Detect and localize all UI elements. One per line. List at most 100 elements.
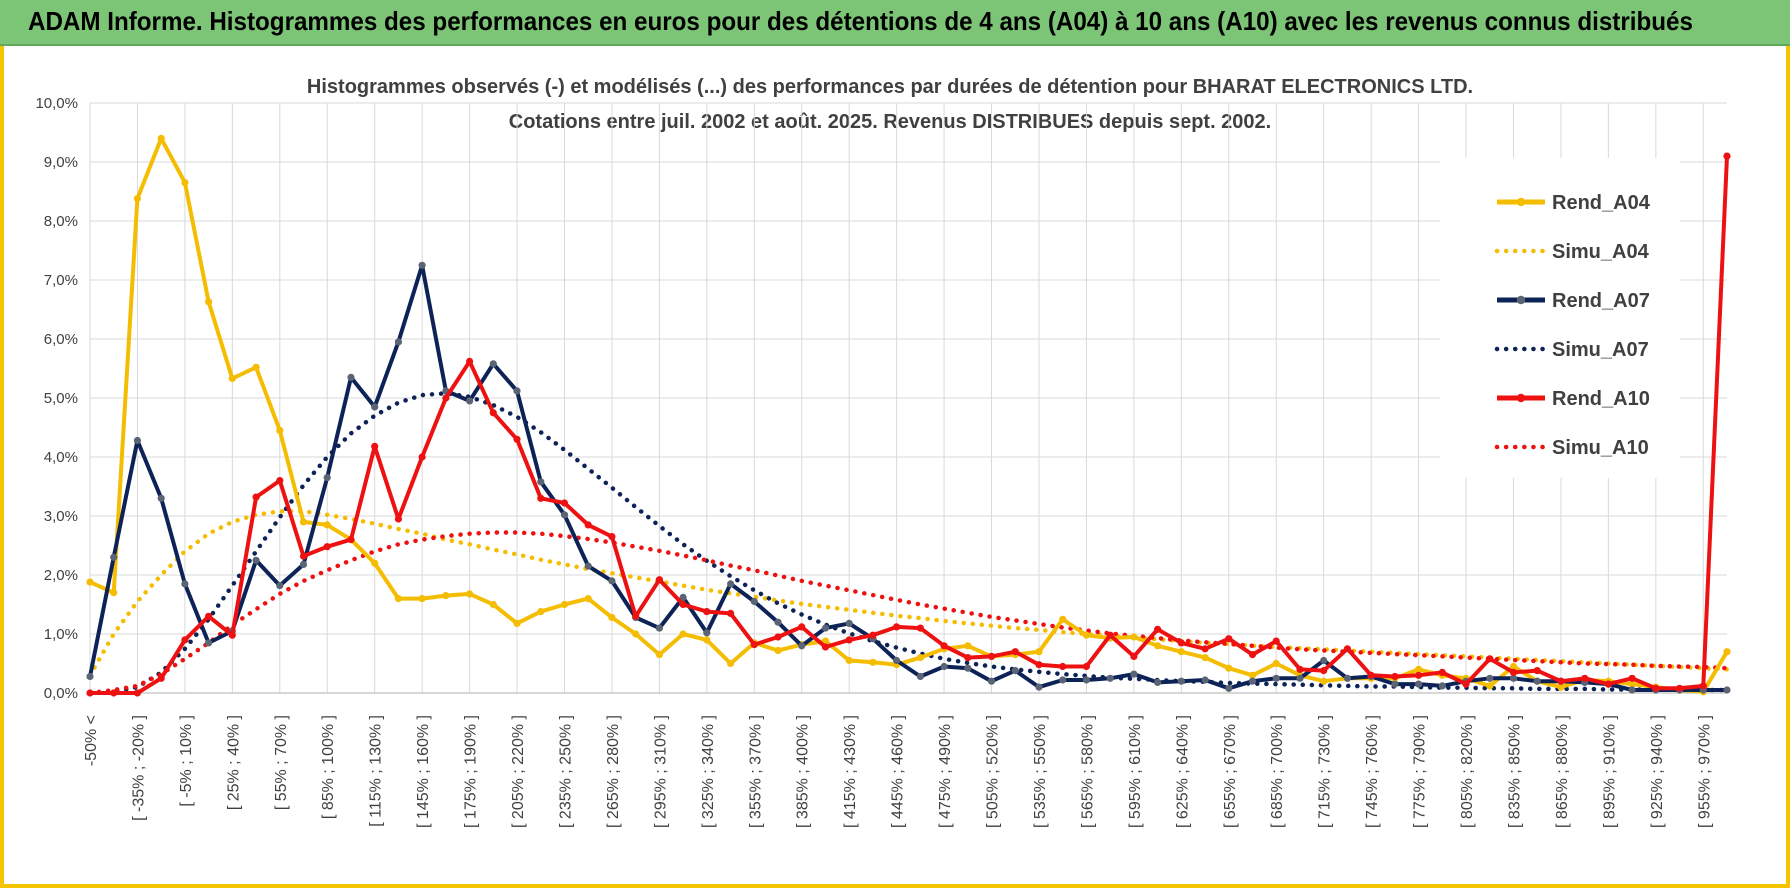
data-point xyxy=(1130,633,1138,641)
y-tick-label: 10,0% xyxy=(35,95,78,112)
data-point xyxy=(1272,637,1280,645)
data-point xyxy=(276,477,284,485)
series-line xyxy=(87,509,1730,678)
data-point xyxy=(750,641,758,649)
data-point xyxy=(205,612,213,620)
legend-label: Rend_A04 xyxy=(1552,192,1651,214)
y-tick-label: 6,0% xyxy=(44,331,78,348)
data-point xyxy=(703,629,711,637)
data-point xyxy=(513,619,521,628)
y-tick-label: 3,0% xyxy=(44,508,78,525)
data-point xyxy=(442,394,450,402)
x-tick-label: [ 655% ; 670% ] xyxy=(1222,715,1239,828)
data-point xyxy=(86,578,94,586)
data-point xyxy=(1723,686,1731,694)
x-tick-label: -50% < xyxy=(83,715,100,766)
series-layer xyxy=(86,134,1731,697)
data-point xyxy=(181,636,189,644)
data-point xyxy=(916,624,925,632)
data-point xyxy=(299,518,308,526)
x-tick-label: [ 145% ; 160% ] xyxy=(415,715,432,828)
data-point xyxy=(703,636,711,644)
x-tick-label: [ 565% ; 580% ] xyxy=(1079,715,1096,828)
data-point xyxy=(798,642,806,650)
data-point xyxy=(608,533,616,541)
legend-marker xyxy=(1516,197,1526,207)
data-point xyxy=(1343,674,1351,682)
data-point xyxy=(1201,645,1209,653)
data-point xyxy=(964,642,972,650)
y-tick-label: 9,0% xyxy=(44,154,78,171)
data-point xyxy=(323,543,331,551)
data-point xyxy=(727,659,735,668)
data-point xyxy=(299,552,308,560)
x-tick-label: [ 625% ; 640% ] xyxy=(1174,715,1191,828)
data-point xyxy=(1154,678,1162,687)
data-point xyxy=(205,639,213,647)
data-point xyxy=(133,195,141,203)
x-tick-label: [ 805% ; 820% ] xyxy=(1459,715,1476,828)
legend-label: Simu_A07 xyxy=(1552,339,1649,361)
y-tick-label: 8,0% xyxy=(44,213,78,230)
data-point xyxy=(632,630,640,638)
data-point xyxy=(1723,152,1731,160)
x-tick-label: [ 955% ; 970% ] xyxy=(1696,715,1713,828)
data-point xyxy=(893,656,901,665)
x-tick-label: [ 745% ; 760% ] xyxy=(1364,715,1381,828)
series-Simu_A10 xyxy=(87,530,1730,696)
data-point xyxy=(537,494,545,502)
y-tick-label: 7,0% xyxy=(44,272,78,289)
data-point xyxy=(655,576,664,584)
data-point xyxy=(323,474,331,482)
data-point xyxy=(1248,677,1257,685)
x-tick-label: [ 295% ; 310% ] xyxy=(652,715,669,828)
chart: Histogrammes observés (-) et modélisés (… xyxy=(35,76,1731,828)
chart-title-line-1: Histogrammes observés (-) et modélisés (… xyxy=(307,76,1473,98)
data-point xyxy=(964,654,972,662)
data-point xyxy=(964,664,972,672)
y-tick-label: 1,0% xyxy=(44,626,78,643)
data-point xyxy=(1177,639,1185,647)
data-point xyxy=(1320,667,1328,675)
data-point xyxy=(133,436,141,445)
data-point xyxy=(299,560,308,569)
x-axis-ticks: -50% < [ -35% ; -20% ] [ -5% ; 10% ] [ 25% … xyxy=(83,715,1713,828)
data-point xyxy=(466,590,474,598)
data-point xyxy=(1367,671,1375,679)
data-point xyxy=(1248,651,1257,659)
data-point xyxy=(703,608,711,616)
data-point xyxy=(110,589,118,597)
data-point xyxy=(1557,677,1565,685)
legend-marker xyxy=(1516,393,1526,403)
legend-item: Simu_A10 xyxy=(1494,437,1649,459)
y-tick-label: 0,0% xyxy=(44,685,78,702)
data-point xyxy=(560,600,569,609)
x-tick-label: [ 505% ; 520% ] xyxy=(985,715,1002,828)
legend-item: Simu_A07 xyxy=(1494,339,1649,361)
data-point xyxy=(1699,682,1707,690)
data-point xyxy=(727,609,735,618)
data-point xyxy=(798,623,806,631)
legend-label: Rend_A07 xyxy=(1552,290,1650,312)
data-point xyxy=(1509,674,1518,682)
data-point xyxy=(893,623,901,631)
data-point xyxy=(774,646,782,655)
data-point xyxy=(157,494,165,502)
data-point xyxy=(252,363,260,371)
data-point xyxy=(1391,680,1399,688)
data-point xyxy=(560,499,569,507)
x-tick-label: [ 175% ; 190% ] xyxy=(463,715,480,828)
data-point xyxy=(205,298,213,306)
y-tick-label: 4,0% xyxy=(44,449,78,466)
data-point xyxy=(1154,642,1162,650)
data-point xyxy=(608,613,616,622)
legend-item: Rend_A07 xyxy=(1497,290,1650,312)
data-point xyxy=(1628,674,1636,682)
x-tick-label: [ 865% ; 880% ] xyxy=(1554,715,1571,828)
data-point xyxy=(1011,648,1019,656)
data-point xyxy=(1082,631,1090,639)
data-point xyxy=(418,261,426,269)
series-line xyxy=(90,156,1729,695)
series-Rend_A10 xyxy=(86,152,1731,697)
